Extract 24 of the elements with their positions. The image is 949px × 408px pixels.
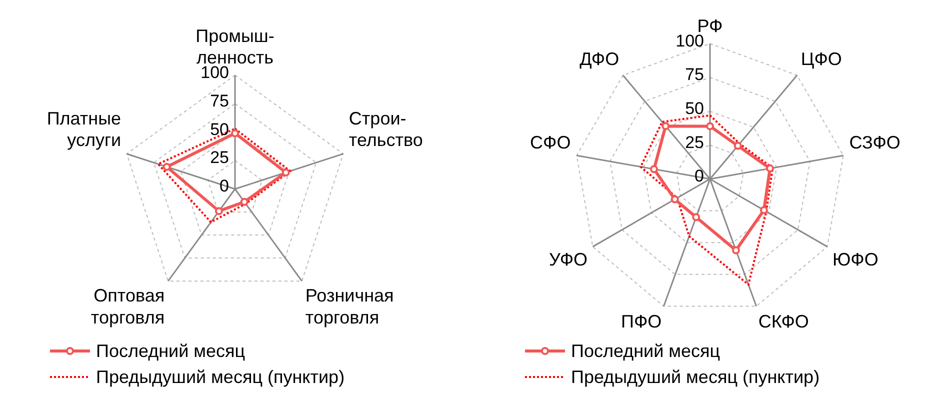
spoke-label: Оптовая торговля [90, 286, 165, 328]
spoke-label: СФО [530, 132, 571, 153]
spoke-label: ПФО [621, 312, 662, 332]
y-tick-label: 25 [685, 132, 704, 152]
spoke-label: СКФО [758, 312, 809, 332]
y-tick-label: 50 [685, 98, 704, 118]
legend-label: Последний месяц [571, 340, 720, 363]
spoke-label: УФО [549, 249, 588, 270]
legend-label: Предыдуший месяц (пунктир) [96, 366, 345, 389]
legend-label: Последний месяц [96, 340, 246, 363]
y-tick-label: 50 [210, 120, 229, 139]
y-tick-label: 75 [685, 65, 704, 84]
spoke-label: ЦФО [800, 48, 842, 69]
spoke-label: СЗФО [849, 132, 900, 153]
spoke-label: Строи- тельство [348, 108, 423, 150]
spoke-label: Платные услуги [46, 108, 122, 150]
spoke-label: ДФО [580, 48, 620, 69]
y-tick-label: 0 [694, 166, 704, 186]
y-tick-label: 0 [220, 176, 229, 196]
y-tick-label: 75 [210, 91, 229, 110]
legend-label: Предыдуший месяц (пунктир) [571, 366, 820, 389]
y-tick-label: 25 [210, 148, 229, 168]
spoke-label: ЮФО [832, 249, 878, 270]
spoke-label: Розничная торговля [305, 286, 394, 328]
